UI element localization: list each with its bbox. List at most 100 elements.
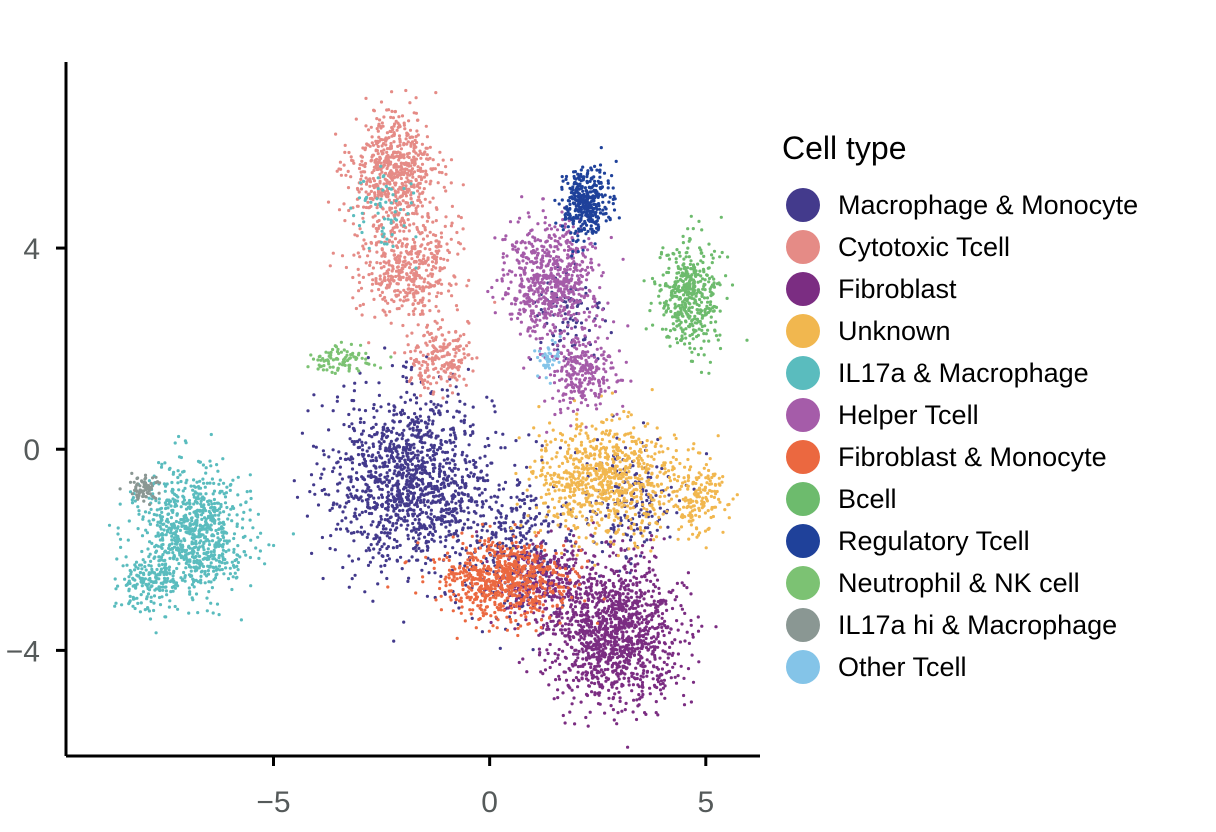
data-point (598, 691, 602, 695)
data-point (539, 308, 543, 312)
data-point (415, 456, 419, 460)
data-point (407, 489, 411, 493)
data-point (419, 487, 423, 491)
data-point (628, 579, 633, 583)
data-point (353, 440, 357, 444)
data-point (390, 240, 394, 244)
data-point (559, 628, 564, 632)
data-point (386, 474, 390, 478)
data-point (607, 542, 611, 546)
data-point (663, 623, 667, 628)
data-point (463, 564, 467, 568)
data-point (635, 527, 640, 531)
data-point (390, 178, 394, 182)
data-point (412, 491, 417, 495)
data-point (564, 563, 569, 567)
data-point (419, 507, 423, 512)
data-point (450, 458, 454, 462)
data-point (396, 144, 400, 148)
data-point (650, 618, 654, 622)
data-point (470, 357, 474, 361)
data-point (611, 629, 615, 633)
data-point (374, 456, 378, 460)
data-point (462, 522, 467, 526)
data-point (689, 623, 693, 627)
data-point (420, 142, 424, 146)
data-point (437, 240, 441, 244)
data-point (446, 482, 450, 486)
data-point (511, 520, 515, 524)
data-point (386, 508, 390, 512)
data-point (461, 183, 465, 187)
data-point (689, 700, 694, 704)
data-point (415, 129, 419, 133)
data-point (450, 477, 454, 481)
data-point (439, 404, 443, 408)
data-point (430, 537, 434, 542)
data-point (591, 648, 595, 652)
data-point (645, 448, 649, 452)
data-point (586, 593, 590, 597)
data-point (389, 439, 393, 443)
data-point (646, 614, 650, 618)
data-point (378, 454, 382, 458)
data-point (470, 616, 474, 621)
data-point (431, 476, 435, 481)
data-point (430, 359, 435, 363)
data-point (425, 366, 429, 370)
data-point (385, 108, 389, 112)
data-point (624, 701, 628, 706)
data-point (662, 678, 667, 682)
data-point (408, 468, 412, 472)
data-point (427, 472, 431, 476)
data-point (445, 450, 450, 454)
data-point (411, 494, 416, 498)
data-point (343, 143, 347, 147)
data-point (432, 469, 436, 473)
data-point (392, 459, 396, 463)
data-point (402, 123, 406, 127)
data-point (409, 356, 413, 361)
data-point (378, 547, 382, 552)
data-point (439, 510, 443, 514)
data-point (377, 218, 381, 223)
data-point (414, 289, 418, 293)
data-point (423, 369, 427, 373)
data-point (371, 520, 375, 524)
data-point (516, 622, 520, 627)
data-point (650, 615, 654, 619)
data-point (386, 505, 390, 509)
data-point (394, 449, 398, 453)
data-point (369, 469, 373, 473)
data-point (554, 480, 558, 484)
data-point (616, 574, 621, 578)
data-point (378, 447, 382, 451)
data-point (414, 401, 419, 405)
data-point (321, 576, 325, 581)
data-point (624, 595, 628, 599)
data-point (399, 161, 403, 165)
data-point (392, 538, 397, 542)
data-point (402, 221, 406, 225)
data-point (463, 492, 467, 497)
data-point (368, 178, 372, 182)
data-point (444, 165, 448, 169)
data-point (360, 313, 364, 317)
data-point (608, 614, 613, 618)
data-point (467, 341, 471, 345)
data-point (579, 700, 583, 704)
data-point (421, 445, 425, 449)
data-point (433, 571, 437, 575)
data-point (360, 174, 364, 178)
data-point (335, 502, 339, 506)
data-point (406, 451, 410, 455)
data-point (355, 488, 359, 492)
data-point (427, 374, 431, 378)
data-point (405, 527, 409, 531)
data-point (384, 157, 388, 161)
data-point (444, 478, 449, 482)
data-point (404, 201, 408, 205)
data-point (700, 624, 704, 628)
data-point (417, 521, 421, 525)
data-point (590, 670, 594, 674)
